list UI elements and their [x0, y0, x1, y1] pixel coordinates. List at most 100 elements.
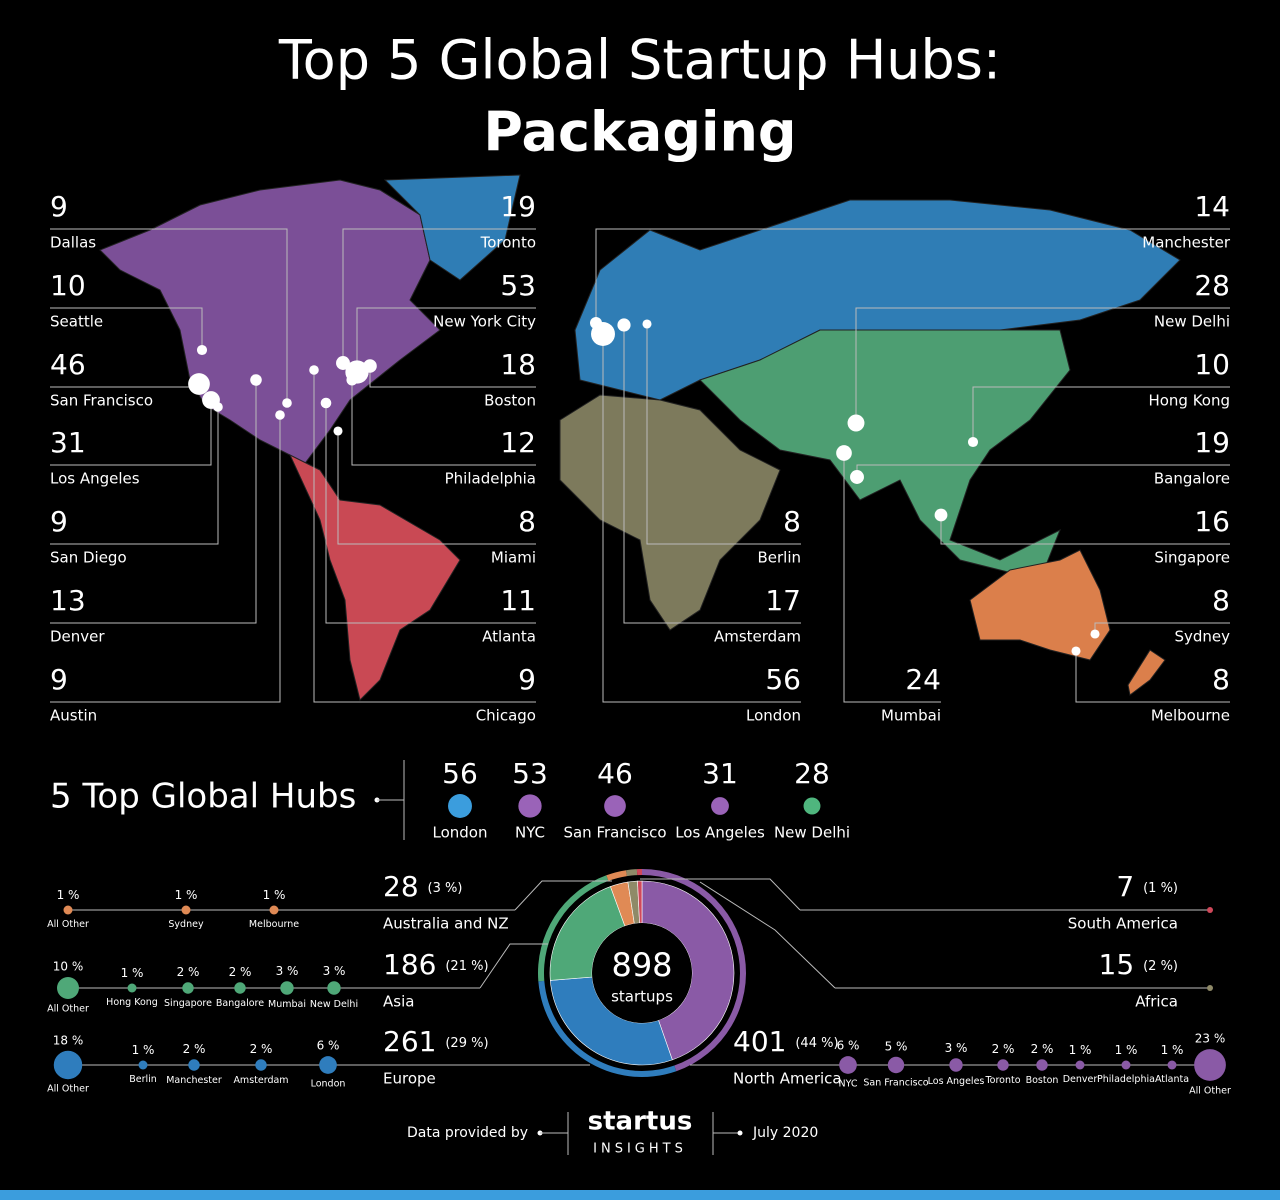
- city-name: New Delhi: [1154, 313, 1230, 331]
- row-connector: [514, 880, 612, 911]
- item-value: 2 %: [1031, 1042, 1054, 1056]
- region-number: 261: [383, 1025, 436, 1058]
- city-name: Sydney: [1174, 628, 1230, 646]
- world-map: [99, 174, 1181, 701]
- item-dot: [1036, 1059, 1048, 1071]
- city-name: Toronto: [480, 234, 536, 252]
- region-share: (3 %): [428, 881, 463, 896]
- hub-value: 56: [442, 757, 478, 790]
- item-value: 1 %: [1161, 1043, 1184, 1057]
- hub-name: Los Angeles: [675, 824, 765, 842]
- city-name: London: [746, 707, 801, 725]
- item-dot: [1075, 1060, 1085, 1070]
- city-dot: [363, 359, 377, 373]
- city-name: Philadelphia: [445, 470, 536, 488]
- city-name: Bangalore: [1154, 470, 1230, 488]
- leader-line: [623, 325, 801, 624]
- city-dot: [250, 374, 262, 386]
- leader-line: [855, 307, 1230, 423]
- item-value: 6 %: [317, 1039, 340, 1053]
- city-name: Miami: [491, 549, 536, 567]
- leader-line: [50, 228, 288, 403]
- leader-line: [50, 380, 257, 624]
- row-connector: [479, 943, 548, 989]
- city-value: 12: [500, 426, 536, 459]
- item-value: 1 %: [1069, 1043, 1092, 1057]
- australia: [969, 549, 1111, 661]
- hub-dot: [803, 797, 821, 815]
- bullet: [737, 1130, 743, 1136]
- region-value: 186 (21 %): [383, 948, 489, 981]
- item-name: Bangalore: [216, 998, 264, 1009]
- leader-line: [351, 380, 536, 466]
- item-name: London: [311, 1078, 346, 1089]
- city-value: 19: [1194, 426, 1230, 459]
- city-dot: [275, 410, 285, 420]
- city-dots: [188, 317, 1100, 656]
- item-value: 3 %: [323, 964, 346, 978]
- city-value: 10: [1194, 348, 1230, 381]
- row-end: [1207, 907, 1213, 913]
- city-value: 8: [1212, 663, 1230, 696]
- city-dot: [333, 426, 343, 436]
- north-america: [99, 179, 441, 471]
- city-name: Denver: [50, 628, 105, 646]
- asia: [699, 329, 1071, 581]
- item-dot: [1121, 1060, 1131, 1070]
- city-dot: [309, 365, 319, 375]
- item-dot: [319, 1056, 337, 1074]
- region-number: 401: [733, 1025, 786, 1058]
- city-value: 9: [50, 190, 68, 223]
- item-value: 23 %: [1195, 1032, 1226, 1046]
- item-value: 1 %: [132, 1043, 155, 1057]
- city-value: 8: [783, 505, 801, 538]
- south-america: [288, 453, 461, 701]
- item-value: 2 %: [250, 1042, 273, 1056]
- brand-top: startus: [588, 1107, 693, 1137]
- item-dot: [280, 981, 294, 995]
- city-name: Manchester: [1142, 234, 1231, 252]
- leader-line: [337, 431, 536, 545]
- leader-line: [602, 334, 801, 703]
- europe-russia: [574, 199, 1181, 401]
- leader-line: [1075, 651, 1230, 703]
- city-name: Los Angeles: [50, 470, 140, 488]
- leader-line: [325, 403, 536, 624]
- city-dot: [642, 319, 652, 329]
- city-name: Atlanta: [482, 628, 536, 646]
- item-name: Hong Kong: [106, 997, 158, 1008]
- item-dot: [255, 1059, 267, 1071]
- date: July 2020: [752, 1125, 818, 1141]
- city-value: 56: [765, 663, 801, 696]
- city-dot: [847, 414, 865, 432]
- city-dot: [346, 374, 358, 386]
- city-name: New York City: [433, 313, 536, 331]
- region-name: North America: [733, 1070, 842, 1088]
- leader-line: [50, 415, 281, 703]
- hub-dot: [518, 794, 542, 818]
- subtitle: Packaging: [483, 101, 796, 164]
- item-dot: [997, 1059, 1009, 1071]
- item-name: Sydney: [168, 919, 204, 930]
- city-value: 46: [50, 348, 86, 381]
- city-name: Dallas: [50, 234, 96, 252]
- hub-dot: [711, 797, 729, 815]
- item-value: 3 %: [276, 964, 299, 978]
- greenland: [383, 174, 521, 281]
- region-number: 186: [383, 948, 436, 981]
- city-name: Amsterdam: [714, 628, 801, 646]
- city-value: 9: [50, 505, 68, 538]
- region-value: 28 (3 %): [383, 870, 462, 903]
- city-name: Melbourne: [1151, 707, 1230, 725]
- city-dot: [850, 470, 864, 484]
- city-name: Boston: [484, 392, 536, 410]
- africa: [559, 394, 781, 631]
- credit: Data provided by: [407, 1125, 528, 1141]
- item-name: San Francisco: [863, 1078, 928, 1089]
- item-dot: [138, 1060, 148, 1070]
- item-name: Berlin: [129, 1074, 157, 1085]
- region-share: (29 %): [445, 1036, 488, 1051]
- item-name: All Other: [47, 919, 89, 930]
